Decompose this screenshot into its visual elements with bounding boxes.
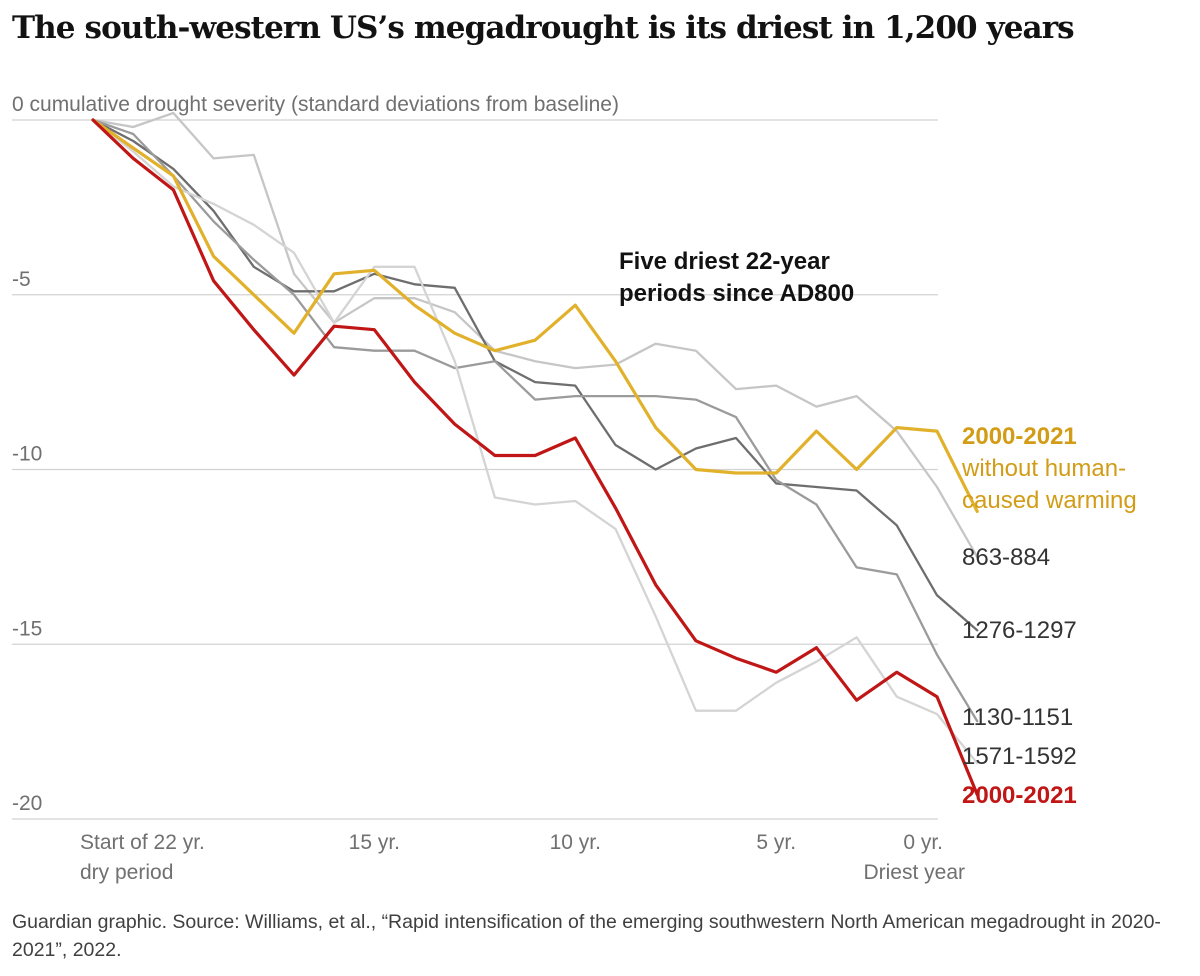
x-tick-label: dry period bbox=[80, 861, 173, 884]
x-tick-label: 15 yr. bbox=[349, 831, 400, 854]
y-tick-label: -15 bbox=[12, 617, 42, 640]
source-note: Guardian graphic. Source: Williams, et a… bbox=[12, 911, 1161, 961]
y-tick-labels: -5 -10 -15 -20 bbox=[12, 268, 42, 815]
series-label: 1571-1592 bbox=[962, 743, 1077, 770]
drought-line-chart: -5 -10 -15 -20 0 cumulative drought severit… bbox=[12, 93, 1137, 884]
annotation-text: periods since AD800 bbox=[619, 280, 854, 307]
y-tick-label: -10 bbox=[12, 443, 42, 466]
series-line bbox=[91, 118, 979, 765]
series-label: 1276-1297 bbox=[962, 617, 1077, 644]
x-tick-labels: Start of 22 yr. dry period 15 yr. 10 yr. 5 y… bbox=[80, 831, 965, 884]
y-tick-label: -20 bbox=[12, 792, 42, 815]
chart-title: The south-western US’s megadrought is it… bbox=[12, 10, 1075, 46]
series-label: 2000-2021 bbox=[962, 782, 1077, 809]
series-labels: 863-884 1276-1297 1130-1151 1571-1592 2000-2… bbox=[961, 423, 1137, 809]
series-line bbox=[91, 111, 979, 559]
annotation-text: Five driest 22-year bbox=[619, 248, 830, 275]
series-label: caused warming bbox=[962, 487, 1137, 514]
y-tick-label: -5 bbox=[12, 268, 31, 291]
series-line bbox=[91, 118, 979, 797]
x-tick-label: 10 yr. bbox=[550, 831, 601, 854]
x-tick-label: Driest year bbox=[863, 861, 965, 884]
series-label: 2000-2021 bbox=[962, 423, 1077, 450]
chart-annotation: Five driest 22-year periods since AD800 bbox=[619, 248, 854, 307]
series-line bbox=[91, 118, 979, 513]
x-tick-label: Start of 22 yr. bbox=[80, 831, 205, 854]
x-tick-label: 5 yr. bbox=[756, 831, 796, 854]
series-label: without human- bbox=[961, 455, 1126, 482]
series-label: 1130-1151 bbox=[962, 704, 1073, 731]
series-line bbox=[91, 118, 979, 723]
series-line bbox=[91, 118, 979, 632]
grid-lines bbox=[12, 119, 938, 820]
series-label: 863-884 bbox=[962, 544, 1050, 571]
x-tick-label: 0 yr. bbox=[903, 831, 943, 854]
y-axis-label: 0 cumulative drought severity (standard … bbox=[12, 93, 619, 116]
series-lines bbox=[91, 111, 979, 797]
